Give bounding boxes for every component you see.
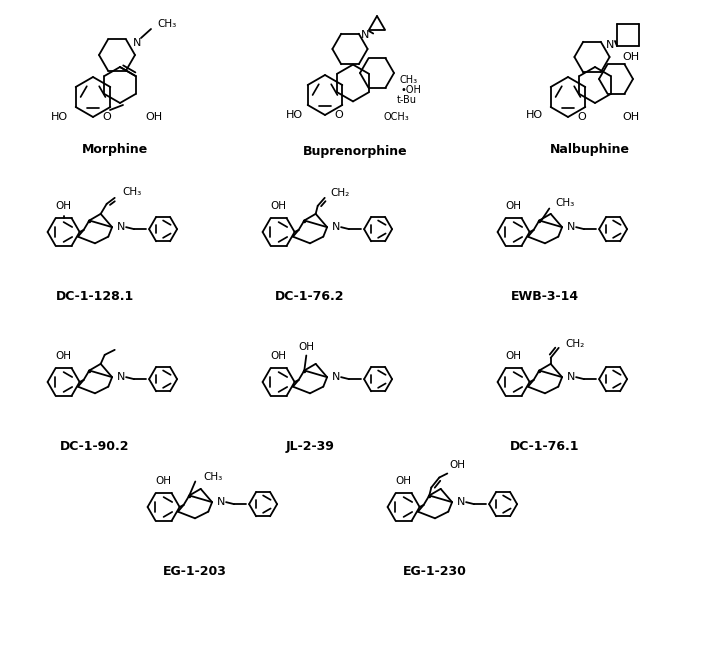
Text: O: O — [578, 112, 586, 122]
Text: DC-1-128.1: DC-1-128.1 — [56, 290, 134, 303]
Text: N: N — [457, 497, 466, 507]
Text: OH: OH — [506, 351, 522, 361]
Text: CH₃: CH₃ — [123, 187, 142, 197]
Text: DC-1-76.2: DC-1-76.2 — [275, 290, 345, 303]
Text: HO: HO — [51, 112, 68, 122]
Text: CH₃: CH₃ — [399, 75, 417, 85]
Text: N: N — [605, 40, 614, 50]
Text: EWB-3-14: EWB-3-14 — [511, 290, 579, 303]
Text: OH: OH — [450, 460, 465, 471]
Text: OH: OH — [396, 476, 412, 486]
Text: OH: OH — [271, 351, 286, 361]
Text: HO: HO — [286, 110, 303, 120]
Text: OCH₃: OCH₃ — [383, 112, 409, 122]
Text: N: N — [332, 372, 340, 382]
Text: N: N — [567, 222, 576, 232]
Text: Buprenorphine: Buprenorphine — [303, 145, 407, 158]
Text: OH: OH — [55, 201, 72, 211]
Text: HO: HO — [526, 110, 543, 120]
Text: •OH: •OH — [401, 85, 422, 95]
Text: OH: OH — [155, 476, 172, 486]
Text: CH₃: CH₃ — [555, 198, 574, 207]
Text: N: N — [332, 222, 340, 232]
Text: CH₃: CH₃ — [203, 471, 223, 481]
Text: CH₃: CH₃ — [157, 19, 177, 29]
Text: EG-1-203: EG-1-203 — [163, 565, 227, 578]
Text: DC-1-76.1: DC-1-76.1 — [510, 440, 580, 453]
Text: OH: OH — [271, 201, 286, 211]
Text: CH₂: CH₂ — [330, 188, 350, 198]
Text: O: O — [103, 112, 111, 122]
Text: OH: OH — [55, 351, 72, 361]
Text: N: N — [117, 372, 125, 382]
Text: CH₂: CH₂ — [566, 339, 585, 349]
Text: Nalbuphine: Nalbuphine — [550, 143, 630, 156]
Text: Morphine: Morphine — [82, 143, 148, 156]
Text: O: O — [335, 110, 343, 120]
Text: OH: OH — [298, 342, 314, 351]
Text: N: N — [217, 497, 225, 507]
Text: N: N — [361, 30, 369, 40]
Text: EG-1-230: EG-1-230 — [403, 565, 467, 578]
Text: t-Bu: t-Bu — [397, 95, 417, 105]
Text: JL-2-39: JL-2-39 — [286, 440, 335, 453]
Text: N: N — [133, 38, 141, 48]
Text: N: N — [117, 222, 125, 232]
Text: OH: OH — [145, 112, 162, 122]
Text: DC-1-90.2: DC-1-90.2 — [60, 440, 130, 453]
Text: N: N — [567, 372, 576, 382]
Text: OH: OH — [622, 52, 639, 62]
Text: OH: OH — [622, 112, 639, 122]
Text: OH: OH — [506, 201, 522, 211]
